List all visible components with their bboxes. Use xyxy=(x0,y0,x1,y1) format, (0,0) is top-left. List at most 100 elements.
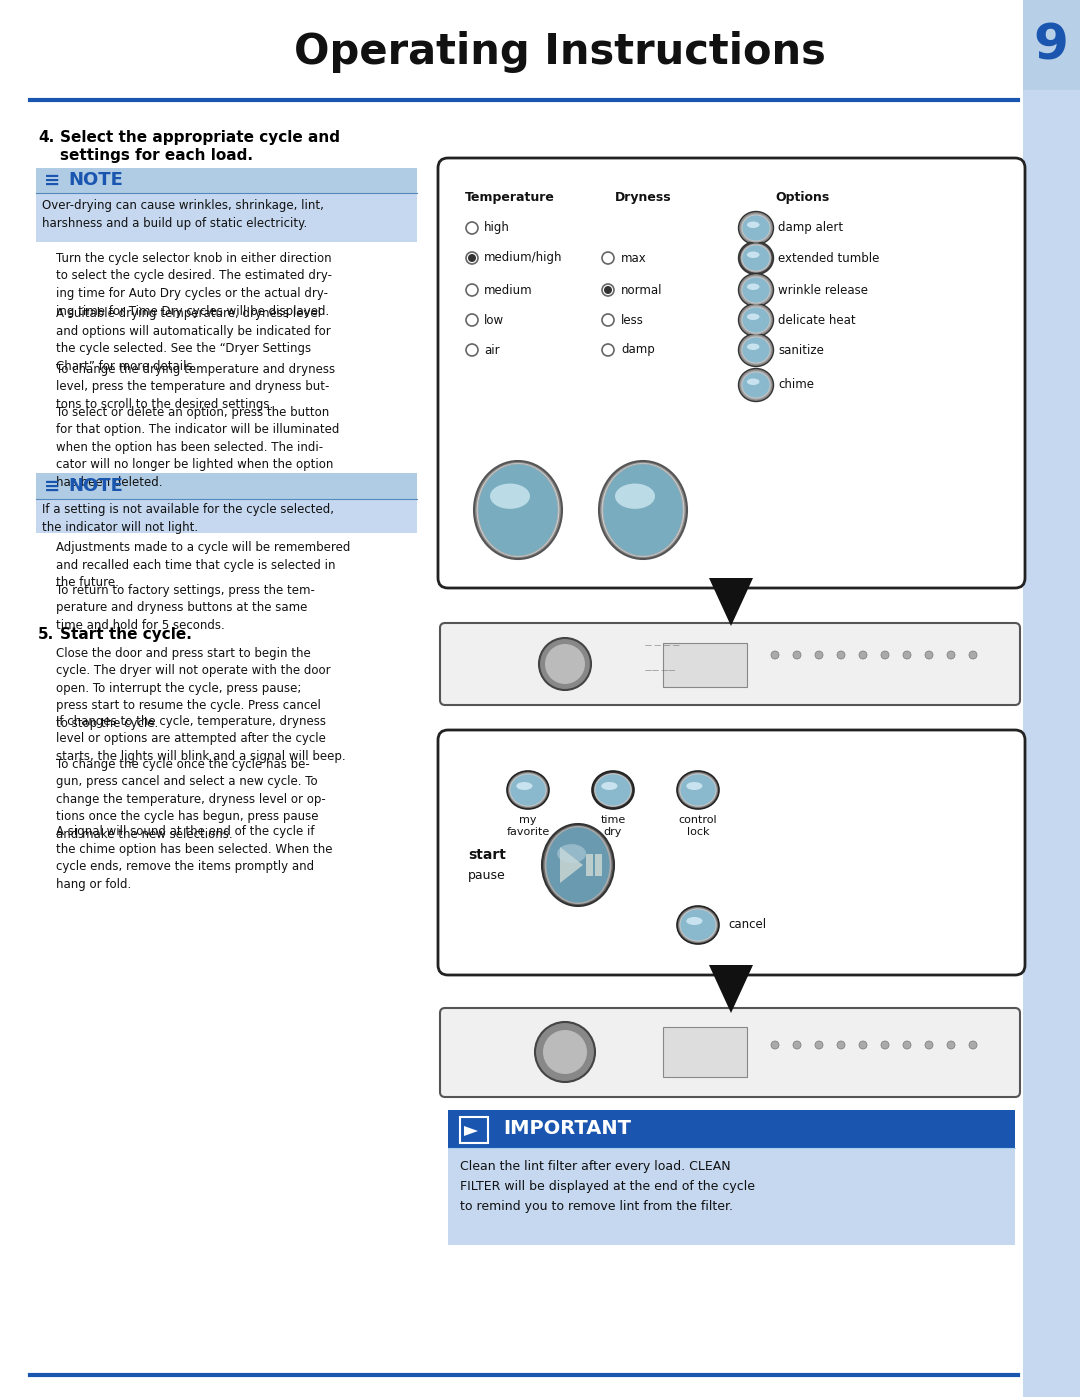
Ellipse shape xyxy=(742,244,770,271)
Circle shape xyxy=(881,651,889,659)
Text: Select the appropriate cycle and: Select the appropriate cycle and xyxy=(60,130,340,145)
Ellipse shape xyxy=(742,307,770,332)
Text: — — — —: — — — — xyxy=(645,643,679,648)
Polygon shape xyxy=(708,965,753,1013)
Text: A signal will sound at the end of the cycle if
the chime option has been selecte: A signal will sound at the end of the cy… xyxy=(56,826,333,891)
FancyBboxPatch shape xyxy=(440,623,1020,705)
Text: —— ——: —— —— xyxy=(645,666,675,673)
Text: If a setting is not available for the cycle selected,
the indicator will not lig: If a setting is not available for the cy… xyxy=(42,503,334,534)
FancyBboxPatch shape xyxy=(663,643,747,687)
Ellipse shape xyxy=(741,275,771,305)
Text: delicate heat: delicate heat xyxy=(778,313,855,327)
Ellipse shape xyxy=(739,242,773,274)
Ellipse shape xyxy=(602,782,618,789)
Ellipse shape xyxy=(476,462,559,557)
Text: extended tumble: extended tumble xyxy=(778,251,879,264)
Ellipse shape xyxy=(516,782,532,789)
Ellipse shape xyxy=(594,773,632,807)
Text: NOTE: NOTE xyxy=(68,476,123,495)
Text: cancel: cancel xyxy=(728,918,766,932)
Ellipse shape xyxy=(739,369,773,401)
Ellipse shape xyxy=(474,461,562,559)
Polygon shape xyxy=(561,847,583,883)
Ellipse shape xyxy=(557,844,586,863)
Circle shape xyxy=(771,651,779,659)
Ellipse shape xyxy=(739,274,773,306)
Text: Close the door and press start to begin the
cycle. The dryer will not operate wi: Close the door and press start to begin … xyxy=(56,647,330,731)
Ellipse shape xyxy=(603,464,683,556)
Circle shape xyxy=(924,1041,933,1049)
Ellipse shape xyxy=(741,243,771,272)
Text: To change the drying temperature and dryness
level, press the temperature and dr: To change the drying temperature and dry… xyxy=(56,363,335,411)
FancyBboxPatch shape xyxy=(663,1027,747,1077)
Ellipse shape xyxy=(599,461,687,559)
Ellipse shape xyxy=(742,215,770,242)
Circle shape xyxy=(903,651,912,659)
Ellipse shape xyxy=(742,277,770,303)
Text: damp: damp xyxy=(621,344,654,356)
Text: ≡: ≡ xyxy=(44,170,60,190)
Text: To return to factory settings, press the tem-
perature and dryness buttons at th: To return to factory settings, press the… xyxy=(56,584,315,631)
FancyBboxPatch shape xyxy=(438,158,1025,588)
Circle shape xyxy=(815,1041,823,1049)
Ellipse shape xyxy=(739,303,773,337)
Ellipse shape xyxy=(615,483,654,509)
FancyBboxPatch shape xyxy=(36,168,417,242)
Circle shape xyxy=(815,651,823,659)
Text: 4.: 4. xyxy=(38,130,54,145)
Text: FILTER will be displayed at the end of the cycle: FILTER will be displayed at the end of t… xyxy=(460,1180,755,1193)
Circle shape xyxy=(924,651,933,659)
Text: Options: Options xyxy=(775,190,831,204)
Circle shape xyxy=(903,1041,912,1049)
FancyBboxPatch shape xyxy=(438,731,1025,975)
Circle shape xyxy=(859,651,867,659)
Circle shape xyxy=(543,1030,588,1074)
Ellipse shape xyxy=(602,462,685,557)
Ellipse shape xyxy=(747,344,759,351)
Text: A suitable drying temperature, dryness level
and options will automatically be i: A suitable drying temperature, dryness l… xyxy=(56,307,330,373)
FancyBboxPatch shape xyxy=(1023,0,1080,89)
Circle shape xyxy=(837,1041,845,1049)
FancyBboxPatch shape xyxy=(448,1111,1015,1245)
Text: If changes to the cycle, temperature, dryness
level or options are attempted aft: If changes to the cycle, temperature, dr… xyxy=(56,715,346,763)
Text: max: max xyxy=(621,251,647,264)
Ellipse shape xyxy=(747,251,759,258)
Ellipse shape xyxy=(741,370,771,400)
Ellipse shape xyxy=(595,774,631,806)
Text: normal: normal xyxy=(621,284,662,296)
Ellipse shape xyxy=(680,909,716,942)
FancyBboxPatch shape xyxy=(36,168,417,193)
Ellipse shape xyxy=(741,214,771,243)
Text: Clean the lint filter after every load. CLEAN: Clean the lint filter after every load. … xyxy=(460,1160,731,1173)
Text: damp alert: damp alert xyxy=(778,222,843,235)
Text: Start the cycle.: Start the cycle. xyxy=(60,627,192,643)
Ellipse shape xyxy=(747,284,759,291)
FancyBboxPatch shape xyxy=(36,474,417,534)
Text: ≡: ≡ xyxy=(44,476,60,496)
Circle shape xyxy=(793,1041,801,1049)
Text: high: high xyxy=(484,222,510,235)
Text: 5.: 5. xyxy=(38,627,54,643)
Ellipse shape xyxy=(677,907,719,944)
Text: pause: pause xyxy=(469,869,507,882)
Circle shape xyxy=(793,651,801,659)
Circle shape xyxy=(535,1023,595,1083)
Text: low: low xyxy=(484,313,504,327)
Ellipse shape xyxy=(509,773,546,807)
Ellipse shape xyxy=(739,334,773,366)
Text: Temperature: Temperature xyxy=(465,190,555,204)
Circle shape xyxy=(545,644,585,685)
Ellipse shape xyxy=(546,827,610,902)
FancyBboxPatch shape xyxy=(1023,0,1080,1397)
Text: Turn the cycle selector knob in either direction
to select the cycle desired. Th: Turn the cycle selector knob in either d… xyxy=(56,251,332,317)
Ellipse shape xyxy=(544,826,611,904)
Text: medium: medium xyxy=(484,284,532,296)
Text: Adjustments made to a cycle will be remembered
and recalled each time that cycle: Adjustments made to a cycle will be reme… xyxy=(56,541,350,590)
FancyBboxPatch shape xyxy=(460,1118,488,1143)
Ellipse shape xyxy=(739,211,773,244)
Text: medium/high: medium/high xyxy=(484,251,563,264)
Ellipse shape xyxy=(490,483,530,509)
Ellipse shape xyxy=(542,824,615,907)
Text: wrinkle release: wrinkle release xyxy=(778,284,868,296)
FancyBboxPatch shape xyxy=(36,474,417,499)
